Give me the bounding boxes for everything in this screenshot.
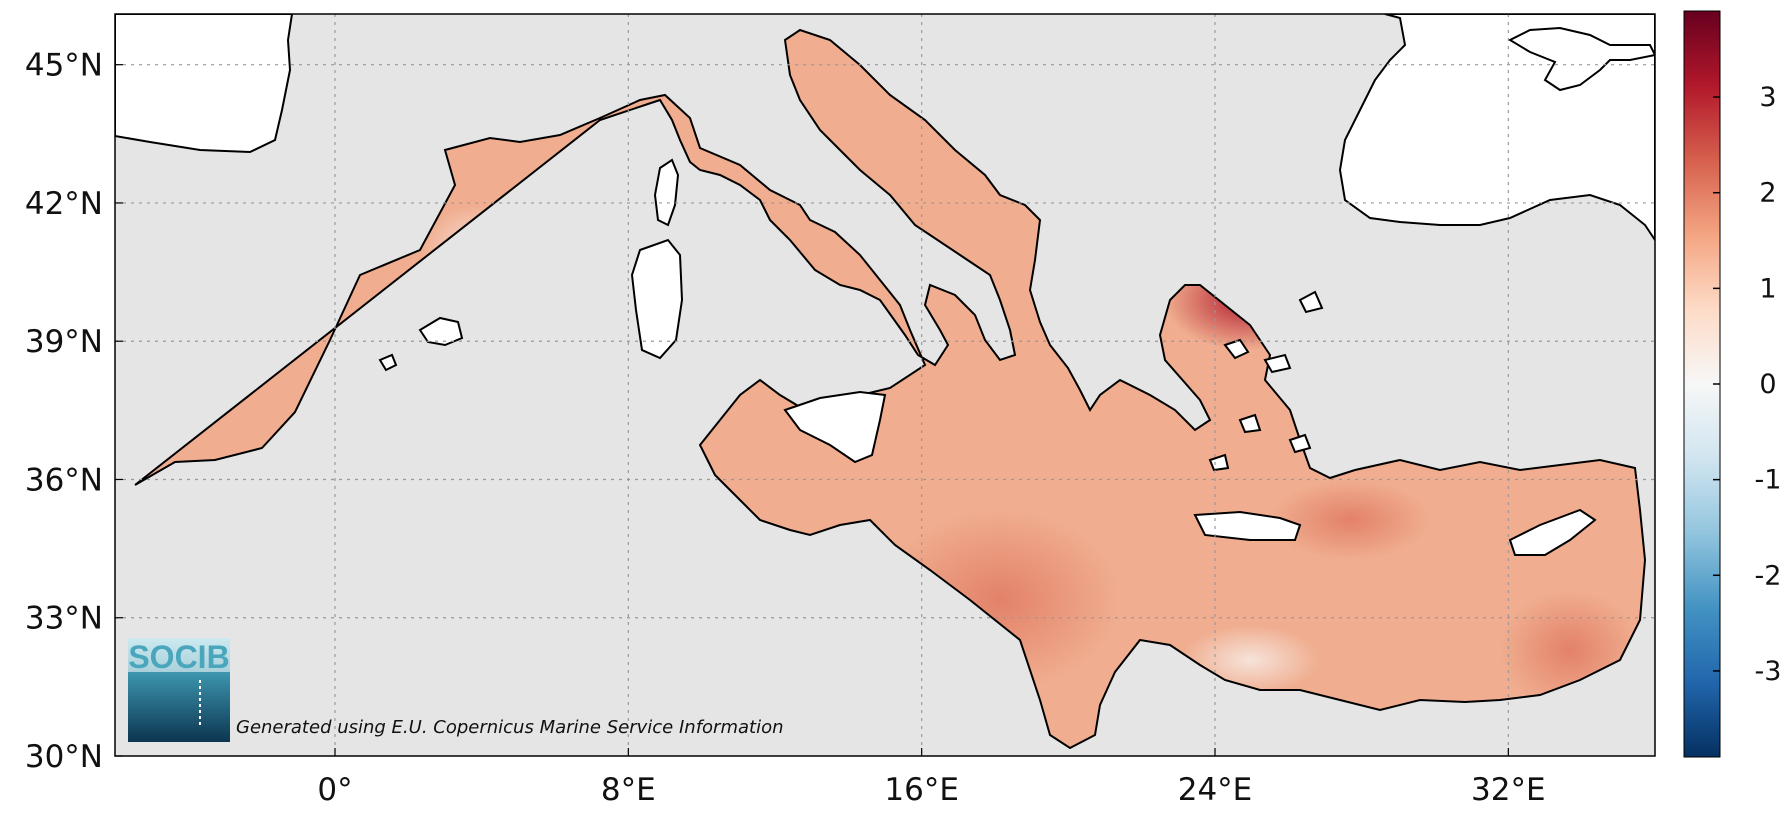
aegean-island-5 — [1208, 453, 1230, 472]
lat-tick-label-1: 42°N — [25, 186, 103, 222]
lon-tick-label-1: 8°E — [601, 772, 656, 808]
lat-tick-label-5: 30°N — [25, 739, 103, 775]
land-masses — [115, 14, 1655, 242]
aegean-island-4 — [1288, 433, 1312, 454]
lon-tick-label-3: 24°E — [1178, 772, 1253, 808]
colorbar-tick-label-3: 0 — [1759, 369, 1776, 400]
med-coastline — [134, 28, 1647, 750]
copernicus-credit: Generated using E.U. Copernicus Marine S… — [236, 717, 784, 738]
aegean-island-3 — [1238, 413, 1262, 434]
sicily-island — [783, 390, 887, 464]
socib-logo: SOCIB — [128, 638, 230, 742]
colorbar-tick-label-6: -3 — [1755, 656, 1782, 687]
aegean-island-6 — [1298, 290, 1324, 314]
ibiza-island — [378, 353, 398, 372]
colorbar-tick-label-1: 2 — [1759, 178, 1776, 209]
colorbar-tick-label-0: 3 — [1759, 82, 1776, 113]
lon-tick-label-4: 32°E — [1471, 772, 1546, 808]
islands — [378, 158, 1597, 556]
sardinia-island — [630, 238, 684, 360]
corsica-island — [653, 158, 680, 227]
map-frame — [114, 13, 1656, 757]
socib-logo-top — [128, 638, 230, 672]
socib-logo-text: SOCIB — [128, 639, 229, 675]
crimea-land — [1507, 26, 1655, 92]
aegean-island-2 — [1263, 353, 1292, 374]
colorbar-tick-label-4: -1 — [1755, 465, 1782, 496]
lon-tick-label-2: 16°E — [884, 772, 959, 808]
warm-patch-crete — [1270, 480, 1430, 560]
lat-tick-label-4: 33°N — [25, 601, 103, 637]
colorbar-ticks: 3 2 1 0 -1 -2 -3 — [1713, 82, 1781, 687]
mallorca-island — [418, 316, 464, 347]
colorbar-tick-label-5: -2 — [1755, 560, 1782, 591]
coastlines — [134, 28, 1647, 750]
iberia-land — [115, 14, 294, 154]
lat-tick-label-2: 39°N — [25, 324, 103, 360]
colorbar-tick-label-2: 1 — [1759, 273, 1776, 304]
crete-island — [1193, 510, 1302, 541]
lat-tick-label-3: 36°N — [25, 462, 103, 498]
lat-tick-label-0: 45°N — [25, 48, 103, 84]
cyprus-island — [1508, 508, 1597, 556]
map-gridlines — [115, 14, 1655, 757]
lon-tick-label-0: 0° — [317, 772, 352, 808]
longitude-tick-labels: 0° 8°E 16°E 24°E 32°E — [317, 772, 1545, 808]
latitude-tick-labels: 45°N 42°N 39°N 36°N 33°N 30°N — [25, 48, 103, 775]
